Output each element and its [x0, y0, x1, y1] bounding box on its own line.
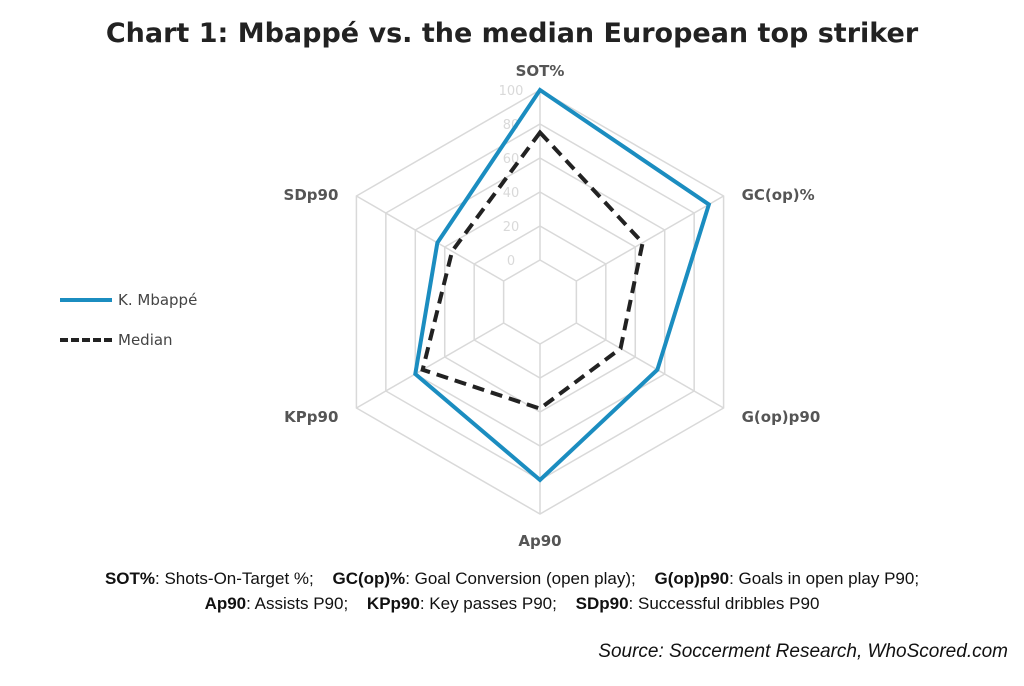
- series-line-median: [420, 129, 645, 411]
- radar-grid: [355, 89, 725, 515]
- glossary-term: KPp90: [366, 594, 420, 613]
- tick-label: 20: [503, 220, 520, 235]
- axis-label: Ap90: [518, 532, 561, 550]
- legend-item-median: Median: [60, 320, 197, 360]
- axis-label: SOT%: [516, 62, 565, 80]
- glossary-term: Ap90: [204, 594, 247, 613]
- legend-swatch-solid: [60, 298, 112, 302]
- grid-spoke: [356, 322, 505, 409]
- axis-label: GC(op)%: [742, 186, 815, 204]
- series-line-mbappe: [413, 87, 712, 483]
- glossary-def: : Assists P90;: [246, 594, 349, 613]
- glossary-term: GC(op)%: [332, 569, 406, 588]
- radar-series: [413, 87, 712, 483]
- glossary-line-1: SOT%: Shots-On-Target %; GC(op)%: Goal C…: [0, 566, 1024, 591]
- axis-label: KPp90: [284, 408, 338, 426]
- glossary-def: : Goals in open play P90;: [729, 569, 920, 588]
- tick-label: 100: [499, 84, 524, 99]
- glossary-line-2: Ap90: Assists P90; KPp90: Key passes P90…: [0, 591, 1024, 616]
- legend-swatch-dashed: [60, 338, 112, 342]
- glossary-def: : Successful dribbles P90: [628, 594, 820, 613]
- radar-axis-labels: SOT% GC(op)% G(op)p90 Ap90 KPp90 SDp90: [284, 62, 821, 550]
- chart-title: Chart 1: Mbappé vs. the median European …: [105, 18, 919, 49]
- grid-ring: [502, 259, 578, 345]
- legend-label-median: Median: [118, 331, 173, 349]
- legend: K. Mbappé Median: [60, 280, 197, 360]
- grid-spoke: [575, 322, 724, 409]
- axis-label: SDp90: [284, 186, 339, 204]
- grid-spoke: [356, 195, 505, 282]
- axis-label: G(op)p90: [742, 408, 821, 426]
- grid-spoke: [575, 195, 724, 282]
- glossary-term: SOT%: [104, 569, 155, 588]
- legend-label-mbappe: K. Mbappé: [118, 291, 198, 309]
- glossary-term: SDp90: [575, 594, 629, 613]
- glossary-def: : Goal Conversion (open play);: [405, 569, 636, 588]
- source-note: Source: Soccerment Research, WhoScored.c…: [598, 641, 1008, 662]
- tick-label: 0: [507, 254, 515, 269]
- glossary: SOT%: Shots-On-Target %; GC(op)%: Goal C…: [0, 566, 1024, 616]
- glossary-term: G(op)p90: [654, 569, 730, 588]
- legend-item-mbappe: K. Mbappé: [60, 280, 197, 320]
- tick-label: 40: [503, 186, 520, 201]
- glossary-def: : Key passes P90;: [419, 594, 557, 613]
- glossary-def: : Shots-On-Target %;: [155, 569, 314, 588]
